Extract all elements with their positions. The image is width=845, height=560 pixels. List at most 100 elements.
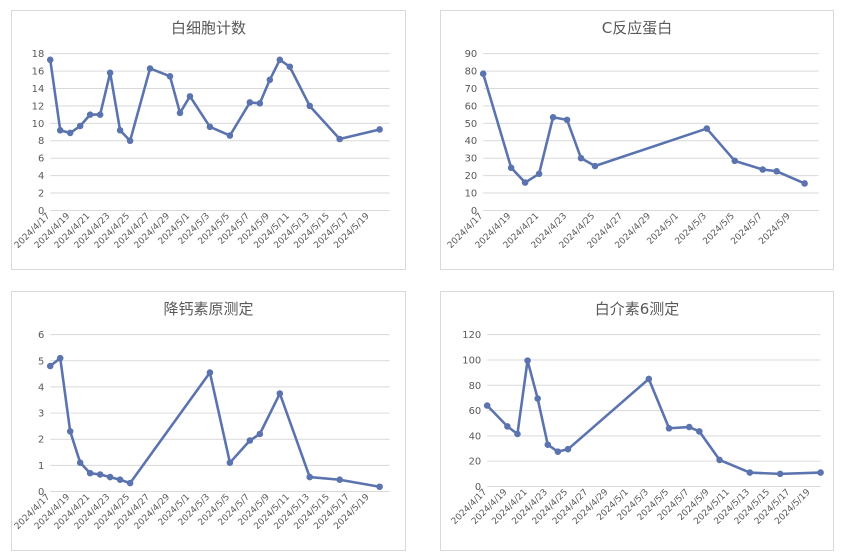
y-tick-label: 60 <box>465 101 478 112</box>
chart-plot-crp: 01020304050607080902024/4/172024/4/19202… <box>446 49 819 251</box>
data-point <box>376 483 383 491</box>
y-tick-label: 50 <box>465 119 478 130</box>
data-point <box>577 154 585 162</box>
data-point <box>801 180 808 187</box>
data-point <box>534 395 541 402</box>
data-point <box>266 76 274 84</box>
data-point <box>106 69 114 77</box>
y-tick-label: 70 <box>465 84 478 95</box>
y-tick-label: 18 <box>32 49 45 60</box>
y-tick-label: 80 <box>465 67 478 78</box>
data-point <box>116 476 124 483</box>
chart-plot-pct: 01234562024/4/172024/4/192024/4/212024/4… <box>13 330 390 532</box>
y-tick-label: 40 <box>469 431 482 442</box>
y-tick-label: 6 <box>38 154 44 165</box>
y-tick-label: 0 <box>38 206 44 217</box>
chart-title: 白细胞计数 <box>170 19 246 37</box>
data-point <box>685 423 693 431</box>
data-point <box>479 70 487 77</box>
y-tick-label: 0 <box>471 206 477 217</box>
data-point <box>696 428 703 435</box>
y-tick-label: 10 <box>32 119 45 130</box>
data-point <box>86 111 94 118</box>
data-point <box>56 354 64 362</box>
data-point <box>514 430 521 438</box>
data-point <box>66 129 74 137</box>
y-tick-label: 30 <box>465 154 478 165</box>
y-tick-label: 20 <box>469 457 482 468</box>
y-tick-label: 16 <box>32 67 45 78</box>
y-tick-label: 60 <box>469 406 482 417</box>
chart-panel-il6: 白介素6测定 0 20 40 60 80 100 120 2024/4/17 2024/4/19… <box>440 291 834 551</box>
data-point <box>126 137 134 145</box>
y-tick-label: 10 <box>465 189 478 200</box>
data-point <box>176 109 184 117</box>
chart-plot-wbc: 0246810121416182024/4/172024/4/192024/4/… <box>13 49 390 251</box>
data-point <box>206 369 214 376</box>
data-point <box>186 93 194 100</box>
data-point <box>759 166 766 173</box>
y-tick-label: 12 <box>32 101 45 112</box>
data-point <box>46 362 54 370</box>
data-point <box>665 425 673 432</box>
data-point <box>206 123 214 131</box>
y-tick-label: 120 <box>462 330 481 341</box>
y-tick-label: 6 <box>38 330 44 341</box>
data-point <box>731 157 739 165</box>
chart-plot-il6: 0204060801001202024/4/172024/4/192024/4/… <box>450 330 824 527</box>
chart-panel-wbc: 白细胞计数 0 2 4 6 8 10 12 14 16 18 2024/4/17 2024/4/19 2… <box>11 10 406 270</box>
data-point <box>564 445 572 453</box>
series-line <box>49 356 380 489</box>
chart-title: C反应蛋白 <box>601 19 673 37</box>
y-tick-label: 4 <box>38 382 44 393</box>
chart-panel-pct: 降钙素原测定 0 1 2 3 4 5 6 2024/4/17 2024/4/19 2024/4/2… <box>11 291 406 551</box>
data-point <box>276 56 284 64</box>
data-point <box>773 167 780 175</box>
data-point <box>96 111 104 118</box>
data-point <box>645 375 653 383</box>
y-tick-label: 4 <box>38 171 44 182</box>
y-tick-label: 14 <box>32 84 45 95</box>
chart-panel-crp: C反应蛋白 0 10 20 30 40 50 60 70 80 90 2024/4/17 2024/4… <box>440 10 834 270</box>
data-point <box>535 170 543 178</box>
data-point <box>56 127 64 134</box>
series-line <box>48 58 380 143</box>
y-tick-label: 3 <box>38 409 44 420</box>
y-tick-label: 20 <box>465 171 478 182</box>
data-point <box>146 65 154 72</box>
data-point <box>507 164 515 172</box>
data-point <box>76 122 84 130</box>
y-tick-label: 5 <box>38 356 44 367</box>
data-point <box>276 390 284 397</box>
chart-title: 白介素6测定 <box>594 300 680 318</box>
data-point <box>504 423 511 430</box>
data-point <box>776 470 784 478</box>
data-point <box>716 456 723 464</box>
data-point <box>166 73 174 80</box>
data-point <box>336 135 343 143</box>
data-point <box>563 116 571 124</box>
y-tick-label: 1 <box>38 461 44 472</box>
data-point <box>554 448 562 455</box>
data-point <box>246 99 254 106</box>
data-point <box>96 471 104 478</box>
data-point <box>126 479 134 487</box>
data-point <box>86 469 94 477</box>
data-point <box>116 127 124 134</box>
data-point <box>246 437 254 444</box>
series-line <box>486 359 821 476</box>
data-point <box>226 459 234 466</box>
y-tick-label: 0 <box>475 482 481 493</box>
y-tick-label: 80 <box>469 381 482 392</box>
data-point <box>256 430 264 438</box>
data-point <box>746 469 754 476</box>
data-point <box>524 357 531 364</box>
y-tick-label: 0 <box>38 487 44 498</box>
data-point <box>544 441 552 449</box>
data-point <box>286 63 294 71</box>
data-point <box>521 179 529 186</box>
data-point <box>591 162 599 170</box>
data-point <box>376 126 383 133</box>
data-point <box>256 100 264 107</box>
data-point <box>483 402 491 409</box>
